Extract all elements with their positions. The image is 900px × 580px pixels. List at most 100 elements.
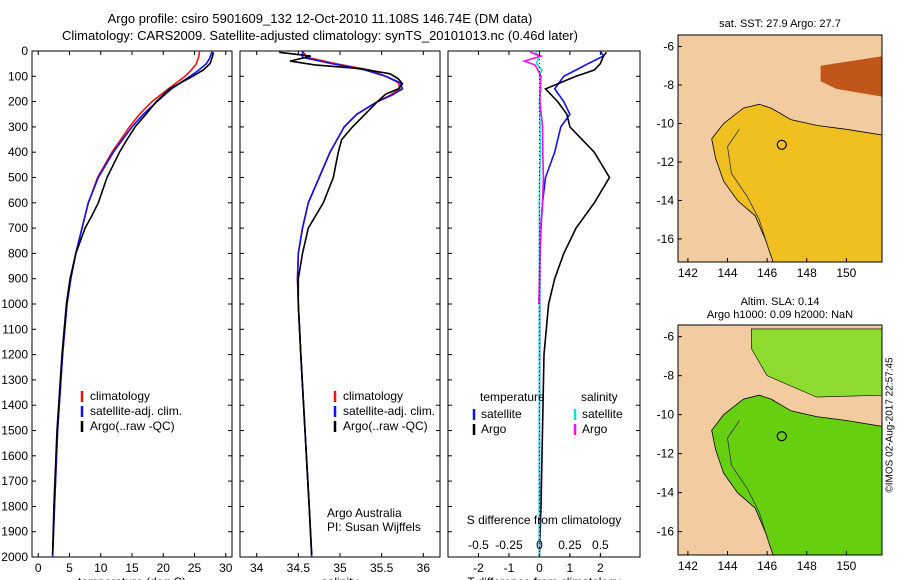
ytick-label: 2000 [1,550,28,564]
ytick-label: 1000 [1,297,28,311]
ytick-label: 200 [8,95,28,109]
ytick-label: 1700 [1,474,28,488]
series-line-argo-raw-qc- [51,52,215,555]
xtick-label: 20 [157,561,171,575]
differences-xlabel: T difference from climatology [467,575,621,580]
map-contour [727,420,770,544]
map-ytick-label: -16 [657,232,675,246]
title-line-1: Argo profile: csiro 5901609_132 12-Oct-2… [107,11,533,26]
map-ytick-label: -14 [657,193,675,207]
ytick-label: 600 [8,196,28,210]
map-xtick-label: 148 [797,559,817,573]
title-line-2: Climatology: CARS2009. Satellite-adjuste… [62,28,578,43]
series-line-temperature-argo [538,51,611,555]
ytick-label: 1100 [2,322,28,336]
legend-label: satellite [582,407,623,421]
legend-label: Argo [582,422,608,436]
map-ytick-label: -8 [663,369,674,383]
sla_map-title: Argo h1000: 0.09 h2000: NaN [707,309,853,321]
stick-label: -0.25 [495,538,523,552]
map-xtick-label: 142 [678,559,698,573]
series-line-argo-raw-qc- [279,51,404,555]
xtick-label: 34.5 [287,561,311,575]
legend-label: Argo(..raw -QC) [343,419,428,433]
legend-label: satellite-adj. clim. [343,404,435,418]
xtick-label: 2 [597,561,604,575]
map-ytick-label: -12 [657,447,675,461]
map-ytick-label: -8 [663,78,674,92]
sst_map-title: sat. SST: 27.9 Argo: 27.7 [719,18,841,30]
xtick-label: 5 [66,561,73,575]
map-data-field [711,394,883,556]
xtick-label: 36 [417,561,431,575]
xtick-label: 34 [250,561,264,575]
map-ytick-label: -10 [657,116,675,130]
map-xtick-label: 146 [757,266,777,280]
legend-head-salinity: salinity [581,390,618,404]
stick-label: 0.25 [558,538,582,552]
temperature-xlabel: temperature (deg C) [78,575,186,580]
xtick-label: 35 [333,561,347,575]
annotation-argo-australia: Argo Australia [327,506,402,520]
argo-location-marker [776,431,787,442]
footer-stamp: ©IMOS 02-Aug-2017 22:57:45 [884,357,896,493]
map-xtick-label: 150 [836,266,856,280]
ytick-label: 1400 [1,398,28,412]
map-ytick-label: -12 [657,155,675,169]
ytick-label: 900 [8,272,28,286]
ytick-label: 300 [8,120,28,134]
salinity-xlabel: salinity [322,575,359,580]
sla_map-title: Altim. SLA: 0.14 [741,296,820,308]
map-xtick-label: 144 [717,559,737,573]
map-data-patch [820,56,882,97]
ytick-label: 1800 [1,499,28,513]
xtick-label: 25 [188,561,202,575]
xtick-label: 35.5 [370,561,394,575]
stick-label: 0 [536,538,543,552]
map-ytick-label: -6 [663,40,674,54]
footer-stamp-box: ©IMOS 02-Aug-2017 22:57:45 [882,300,898,550]
ytick-label: 1500 [1,424,28,438]
xtick-label: 15 [125,561,139,575]
map-xtick-label: 148 [797,266,817,280]
annotation-pi: PI: Susan Wijffels [327,520,421,534]
salinity-panel: 34 34.5 35 35.5 36 salinity [239,50,441,580]
ytick-label: 500 [8,171,28,185]
map-ytick-label: -16 [657,525,675,539]
ytick-label: 1200 [1,348,28,362]
xtick-label: 0 [536,561,543,575]
ytick-label: 400 [8,145,28,159]
xtick-label: 0 [35,561,42,575]
map-contour [727,129,770,251]
legend-label: climatology [90,389,150,403]
ytick-label: 700 [8,221,28,235]
legend-label: climatology [343,389,403,403]
map-xtick-label: 142 [678,266,698,280]
map-xtick-label: 144 [717,266,737,280]
salinity-frame [239,50,441,558]
sla_map-panel: -6 -8 -10 -12 -14 -16 142 144 146 148 150 Altim. SL… [657,296,883,573]
argo-location-marker [776,139,787,150]
xtick-label: -1 [504,561,515,575]
map-ytick-label: -10 [657,408,675,422]
map-xtick-label: 150 [836,559,856,573]
map-ytick-label: -14 [657,486,675,500]
xtick-label: 30 [219,561,233,575]
xtick-label: 10 [94,561,108,575]
sst_map-panel: -6 -8 -10 -12 -14 -16 142 144 146 148 150 sat. SST:… [657,18,883,280]
differences-frame [447,50,641,558]
ytick-label: 0 [21,44,28,58]
ytick-label: 800 [8,246,28,260]
ytick-label: 1300 [1,373,28,387]
differences-panel: -2 -1 0 1 2T difference from climatology [447,50,641,580]
series-line-salinity-argo [521,51,545,305]
xtick-label: 1 [567,561,574,575]
legend-label: Argo(..raw -QC) [90,419,175,433]
legend-label: satellite-adj. clim. [90,404,182,418]
differences-xlabel-top: S difference from climatology [467,513,622,527]
legend-label: satellite [481,407,522,421]
map-data-field [711,103,883,263]
temperature-panel: 0100200300400500600700800900100011001200… [1,44,232,580]
map-frame [677,324,883,556]
